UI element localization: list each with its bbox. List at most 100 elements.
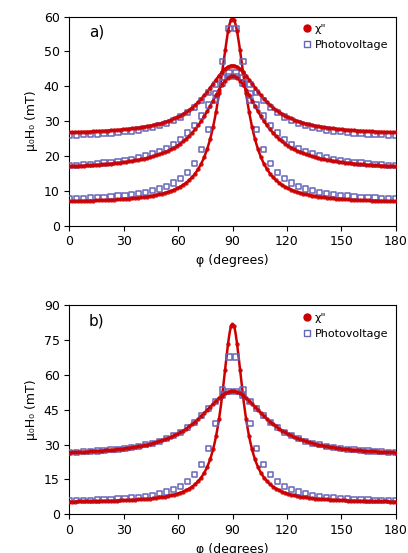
Point <box>213 75 220 84</box>
Point <box>132 124 138 133</box>
Point <box>302 437 309 446</box>
Point <box>330 443 336 452</box>
Point <box>66 497 73 506</box>
Point <box>170 179 177 187</box>
Point <box>156 121 163 130</box>
Point <box>295 182 302 191</box>
Point <box>198 117 204 126</box>
Point <box>94 159 100 168</box>
Point <box>225 62 231 71</box>
Point <box>323 189 330 198</box>
Point <box>170 431 177 440</box>
Point <box>184 129 191 138</box>
Point <box>386 448 392 457</box>
Point <box>205 101 211 109</box>
Point <box>312 192 318 201</box>
Point <box>163 144 170 153</box>
Point <box>117 445 124 453</box>
Point <box>316 188 323 197</box>
Point <box>150 191 157 200</box>
Point <box>345 496 351 505</box>
Point <box>237 65 243 74</box>
Point <box>359 446 366 455</box>
Point <box>222 366 228 374</box>
Point <box>285 489 291 498</box>
Point <box>261 117 267 126</box>
Point <box>377 497 384 506</box>
Point <box>149 491 156 500</box>
Point <box>268 103 274 112</box>
Point <box>240 79 246 87</box>
Point <box>290 186 297 195</box>
Point <box>108 446 114 455</box>
Point <box>273 106 279 114</box>
Point <box>268 121 274 130</box>
Point <box>198 411 204 420</box>
Point <box>252 102 258 111</box>
Point <box>327 156 333 165</box>
Point <box>183 486 189 494</box>
Point <box>84 497 91 506</box>
Point <box>379 160 385 169</box>
Point <box>348 159 354 168</box>
Point <box>288 431 294 440</box>
Point <box>99 497 106 505</box>
Point <box>162 189 169 197</box>
Point <box>321 155 327 164</box>
Point <box>122 494 128 503</box>
Point <box>324 193 330 202</box>
Point <box>275 477 281 486</box>
Point <box>336 158 342 166</box>
Point <box>276 424 282 433</box>
Point <box>270 128 276 137</box>
Point <box>316 492 323 501</box>
Point <box>93 447 100 456</box>
Point <box>219 391 225 400</box>
Point <box>171 114 177 123</box>
Point <box>72 197 79 206</box>
Point <box>295 144 302 153</box>
Point <box>170 485 177 494</box>
Point <box>330 493 337 502</box>
Point <box>78 161 84 170</box>
Point <box>138 155 144 164</box>
Point <box>66 131 73 140</box>
Point <box>273 484 279 493</box>
Point <box>129 190 135 199</box>
Point <box>247 89 253 98</box>
Point <box>123 444 129 452</box>
Point <box>174 430 180 439</box>
Point <box>254 126 260 134</box>
Point <box>318 122 324 131</box>
Point <box>87 196 93 205</box>
Point <box>180 109 186 118</box>
Point <box>363 497 369 505</box>
Point <box>267 417 273 426</box>
Point <box>94 447 100 456</box>
Point <box>365 447 371 456</box>
Point <box>162 492 169 501</box>
Point <box>246 91 252 100</box>
Point <box>177 174 184 183</box>
Point <box>135 153 142 162</box>
Point <box>204 463 211 472</box>
Point <box>254 404 260 413</box>
Point <box>162 435 169 444</box>
Point <box>115 157 121 166</box>
Point <box>297 435 303 444</box>
Point <box>105 497 111 505</box>
Point <box>126 495 133 504</box>
Point <box>226 72 232 81</box>
Point <box>392 497 399 505</box>
Point <box>66 194 73 203</box>
Point <box>108 129 114 138</box>
Point <box>147 192 153 201</box>
Point <box>126 444 133 452</box>
Point <box>222 65 228 74</box>
Point <box>105 196 111 205</box>
Point <box>290 145 297 154</box>
Point <box>66 497 73 505</box>
Point <box>381 447 387 456</box>
Point <box>94 130 100 139</box>
Point <box>336 495 342 504</box>
